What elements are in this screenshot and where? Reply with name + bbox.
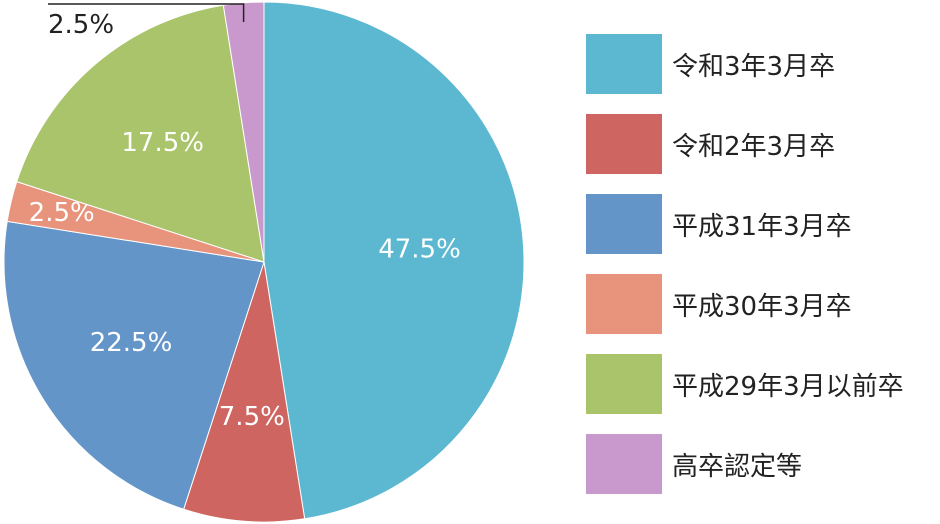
legend-item-4: 平成30年3月卒 [586, 274, 904, 334]
slice-label-5: 17.5% [121, 128, 204, 158]
pie-slice-1 [263, 1, 525, 520]
pie-slice-5 [16, 4, 265, 263]
legend-swatch [586, 434, 662, 494]
legend-swatch [586, 354, 662, 414]
legend-label: 平成29年3月以前卒 [672, 371, 904, 402]
legend-item-2: 令和2年3月卒 [586, 114, 904, 174]
legend-label: 平成30年3月卒 [672, 291, 852, 322]
pie-chart: 47.5%7.5%22.5%2.5%17.5%2.5% [3, 1, 525, 523]
legend-label: 平成31年3月卒 [672, 211, 852, 242]
legend-swatch [586, 194, 662, 254]
label-leader-line-6 [48, 3, 245, 22]
legend-swatch [586, 114, 662, 174]
pie-slice-3 [3, 220, 265, 510]
legend: 令和3年3月卒 令和2年3月卒 平成31年3月卒 平成30年3月卒平成29年3月以前卒… [586, 34, 904, 514]
legend-item-5: 平成29年3月以前卒 [586, 354, 904, 414]
slice-label-1: 47.5% [378, 234, 461, 264]
legend-item-1: 令和3年3月卒 [586, 34, 904, 94]
legend-swatch [586, 34, 662, 94]
slice-label-3: 22.5% [90, 328, 173, 358]
legend-item-3: 平成31年3月卒 [586, 194, 904, 254]
legend-label: 令和3年3月卒 [672, 51, 836, 82]
slice-label-2: 7.5% [219, 402, 285, 432]
legend-label: 令和2年3月卒 [672, 131, 836, 162]
pie-slice-6 [222, 1, 265, 263]
legend-label: 高卒認定等 [672, 451, 803, 482]
legend-swatch [586, 274, 662, 334]
pie-slice-2 [183, 261, 306, 523]
legend-item-6: 高卒認定等 [586, 434, 904, 494]
slice-label-6: 2.5% [48, 10, 114, 40]
